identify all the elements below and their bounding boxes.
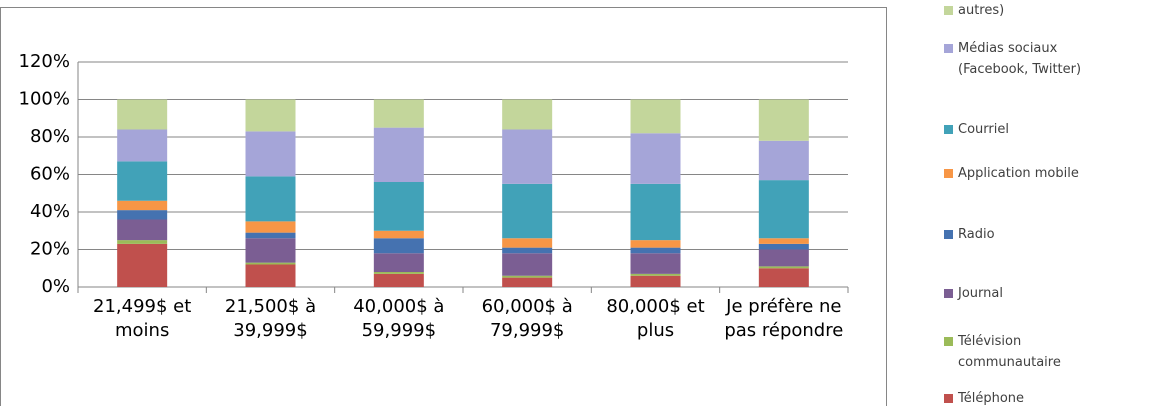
bar-segment <box>502 238 553 248</box>
legend-entry: Courriel <box>944 119 1098 140</box>
legend-swatch <box>944 169 953 178</box>
bar-segment <box>758 268 809 287</box>
y-tick-label: 100% <box>19 89 70 110</box>
legend-entry: Journal <box>944 283 1098 304</box>
x-tick-label: 40,000$ à 59,999$ <box>353 296 445 341</box>
bar-segment <box>117 243 168 287</box>
bar-segment <box>758 243 809 250</box>
chart-frame <box>0 7 887 406</box>
bar-segment <box>245 238 296 263</box>
bar-segment <box>245 262 296 265</box>
bar-segment <box>117 129 168 162</box>
bar-segment <box>758 249 809 267</box>
bar-segment <box>373 182 424 231</box>
legend-swatch <box>944 44 953 53</box>
bar-segment <box>373 272 424 274</box>
bar-segment <box>245 221 296 233</box>
bar-segment <box>373 238 424 254</box>
bar-segment <box>630 253 681 274</box>
bar-segment <box>502 253 553 276</box>
legend-entry: autres) <box>944 0 1098 21</box>
legend-entry: Télévision communautaire <box>944 331 1098 373</box>
bar-segment <box>373 127 424 182</box>
legend-entry: Application mobile <box>944 163 1098 184</box>
bar-segment <box>245 176 296 222</box>
y-tick-label: 80% <box>30 126 70 147</box>
bar-segment <box>630 275 681 287</box>
bar-segment <box>630 273 681 276</box>
bar-segment <box>117 99 168 130</box>
bar-segment <box>630 247 681 254</box>
bar-segment <box>245 264 296 287</box>
legend-entry: Radio <box>944 224 1098 245</box>
bar-segment <box>758 140 809 181</box>
bar-segment <box>373 99 424 128</box>
legend-swatch <box>944 6 953 15</box>
bar-segment <box>373 253 424 272</box>
bar-segment <box>117 200 168 211</box>
bar-segment <box>758 238 809 244</box>
x-tick-label: 21,500$ à 39,999$ <box>224 296 317 341</box>
legend-swatch <box>944 394 953 403</box>
y-tick-label: 120% <box>19 51 70 72</box>
legend-swatch <box>944 230 953 239</box>
bar-segment <box>502 247 553 254</box>
y-tick-label: 20% <box>30 239 70 260</box>
legend-swatch <box>944 125 953 134</box>
bar-segment <box>630 183 681 241</box>
x-tick-label: 21,499$ et moins <box>93 296 192 341</box>
y-tick-label: 40% <box>30 201 70 222</box>
bar-segment <box>502 277 553 287</box>
bar-segment <box>117 219 168 241</box>
bar-segment <box>630 240 681 248</box>
bar-segment <box>630 133 681 184</box>
bar-segment <box>630 99 681 134</box>
bar-segment <box>502 275 553 278</box>
bar-segment <box>758 180 809 239</box>
bar-segment <box>117 161 168 201</box>
x-tick-label: Je préfère ne pas répondre <box>724 296 844 341</box>
bar-segment <box>373 273 424 287</box>
legend-entry: Médias sociaux (Facebook, Twitter) <box>944 38 1098 80</box>
legend-entry: Téléphone <box>944 388 1098 409</box>
bar-segment <box>758 99 809 141</box>
bar-segment <box>245 232 296 239</box>
y-tick-label: 0% <box>41 276 70 297</box>
bar-segment <box>245 99 296 132</box>
bar-segment <box>758 266 809 269</box>
bar-segment <box>117 210 168 220</box>
bar-segment <box>245 131 296 177</box>
y-tick-label: 60% <box>30 164 70 185</box>
legend-swatch <box>944 289 953 298</box>
bar-segment <box>502 129 553 184</box>
bar-segment <box>373 230 424 239</box>
bar-segment <box>502 183 553 239</box>
legend-swatch <box>944 337 953 346</box>
bar-segment <box>117 240 168 244</box>
x-tick-label: 80,000$ et plus <box>606 296 705 341</box>
bar-segment <box>502 99 553 130</box>
x-tick-label: 60,000$ à 79,999$ <box>481 296 573 341</box>
